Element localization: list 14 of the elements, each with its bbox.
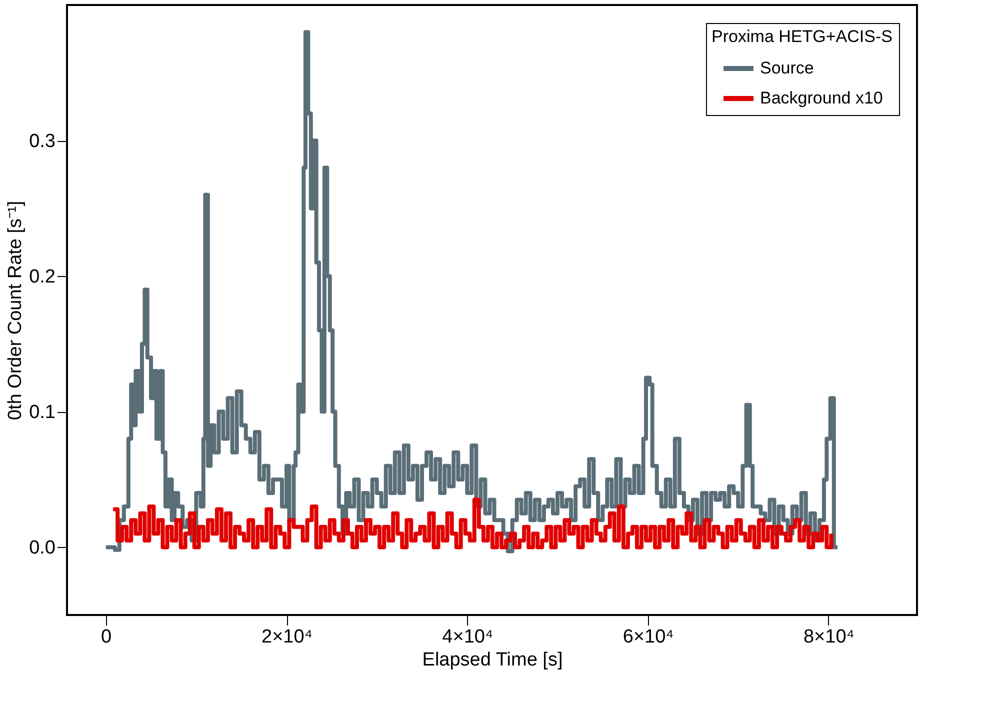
legend-title: Proxima HETG+ACIS-S	[712, 27, 892, 46]
y-axis-title: 0th Order Count Rate [s⁻¹]	[5, 200, 26, 420]
legend-label: Source	[760, 58, 814, 78]
x-axis-title: Elapsed Time [s]	[422, 650, 563, 670]
x-tick-label: 8×10⁴	[803, 626, 854, 648]
x-tick-label: 2×10⁴	[262, 626, 312, 648]
legend-label: Background x10	[760, 88, 883, 108]
x-tick-label: 0	[101, 626, 112, 648]
x-tick-label: 6×10⁴	[622, 626, 674, 648]
y-tick-label: 0.3	[29, 131, 56, 152]
y-tick-label: 0.2	[29, 266, 56, 288]
y-tick-label: 0.1	[29, 402, 56, 424]
y-tick-label: 0.0	[29, 538, 56, 559]
x-tick-label: 4×10⁴	[442, 626, 494, 648]
